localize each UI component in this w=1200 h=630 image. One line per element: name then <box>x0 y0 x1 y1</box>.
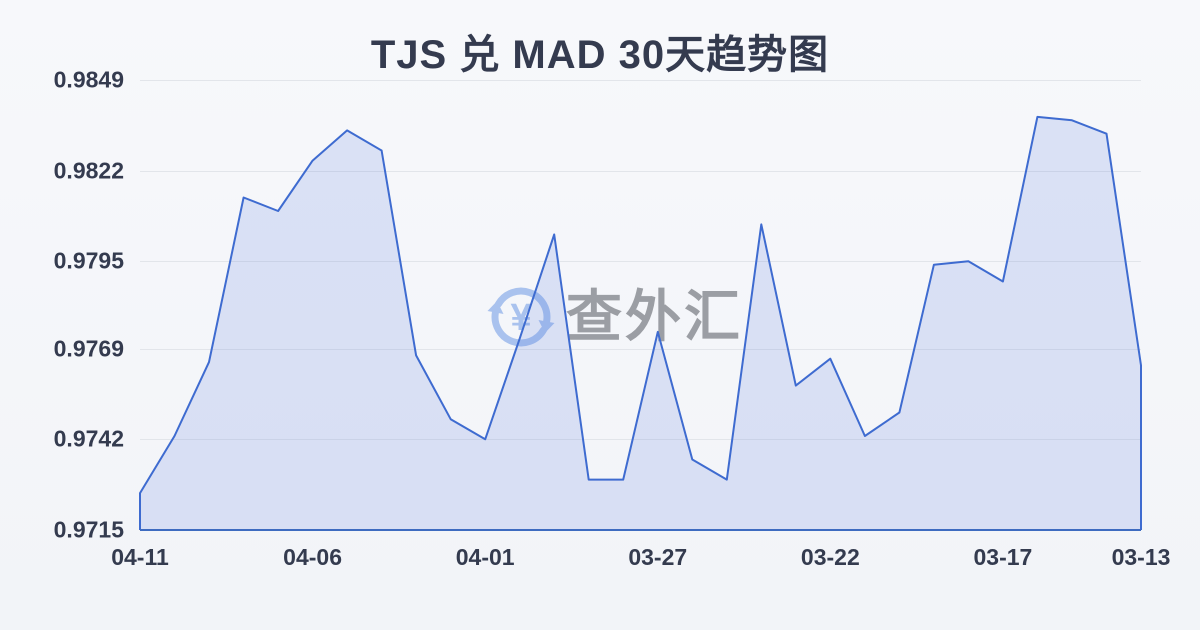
y-axis-tick-label: 0.9795 <box>53 247 124 274</box>
currency-exchange-icon: ¥ <box>487 287 555 347</box>
x-axis-tick-label: 03-27 <box>628 544 688 570</box>
yen-symbol: ¥ <box>510 297 531 339</box>
trend-line <box>139 115 1142 495</box>
chart-title: TJS 兑 MAD 30天趋势图 <box>370 33 830 77</box>
exchange-arrowhead-bottom <box>487 301 504 314</box>
watermark-text: 查外汇 <box>566 285 743 348</box>
x-axis-tick-label: 03-17 <box>973 544 1033 570</box>
exchange-arrow-top <box>495 287 551 325</box>
x-axis-tick-label: 04-01 <box>455 544 515 570</box>
area-fill <box>140 116 1141 531</box>
y-axis-tick-label: 0.9715 <box>53 516 124 543</box>
y-axis-tick-label: 0.9849 <box>53 66 124 93</box>
y-axis-tick-label: 0.9742 <box>53 425 124 452</box>
watermark: ¥ 查外汇 <box>486 282 743 352</box>
exchange-arrow-bottom <box>491 309 547 347</box>
x-axis-tick-label: 04-11 <box>111 544 169 570</box>
x-axis-tick-label: 04-06 <box>283 544 342 570</box>
x-axis-tick-label: 03-13 <box>1111 544 1171 570</box>
x-axis-tick-label: 03-22 <box>800 544 860 570</box>
y-axis-tick-label: 0.9769 <box>53 335 124 362</box>
y-axis-tick-label: 0.9822 <box>53 157 124 184</box>
exchange-arrowhead-top <box>538 320 555 333</box>
